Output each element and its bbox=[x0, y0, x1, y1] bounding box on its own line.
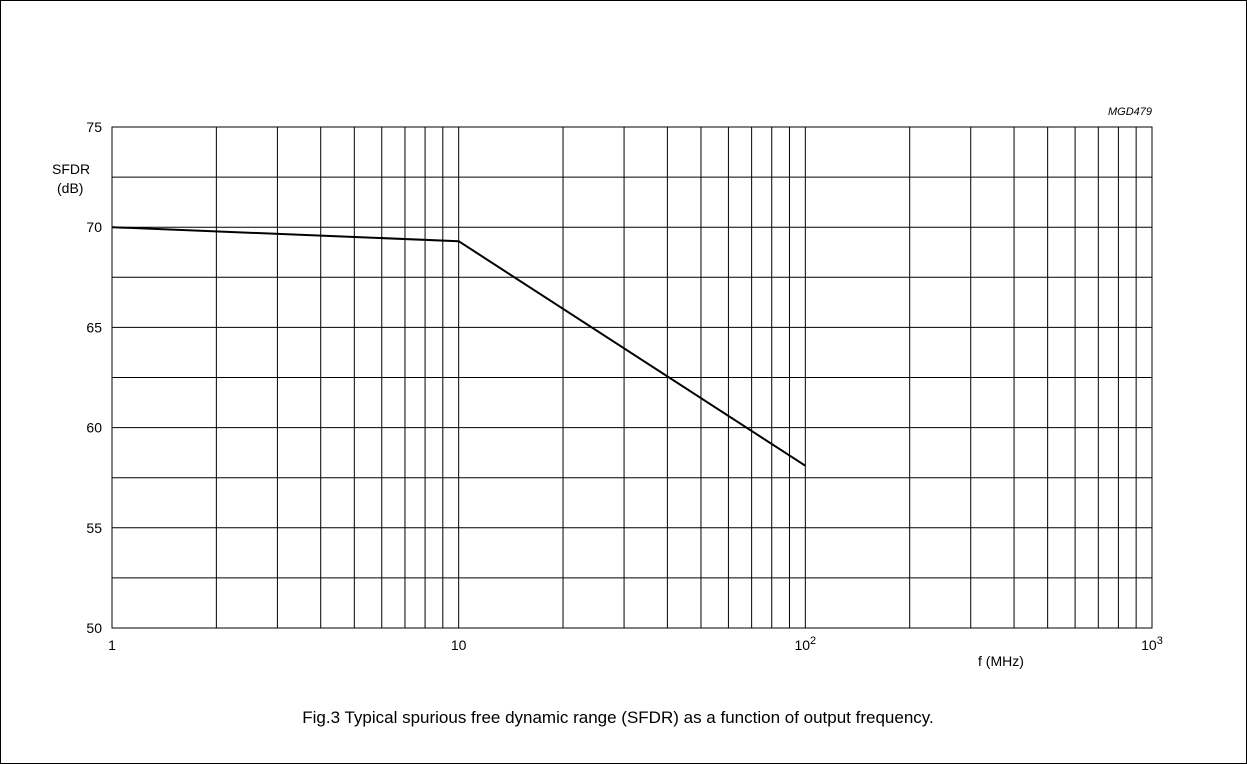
y-tick-label: 70 bbox=[86, 219, 102, 235]
x-tick-exponent: 2 bbox=[810, 635, 816, 647]
y-axis-label-line2: (dB) bbox=[57, 180, 83, 196]
series-lines bbox=[111, 226, 806, 467]
figure-caption: Fig.3 Typical spurious free dynamic rang… bbox=[302, 708, 934, 727]
y-axis-label-line1: SFDR bbox=[52, 161, 90, 177]
x-tick-label: 1 bbox=[108, 637, 116, 653]
x-tick-exponent: 3 bbox=[1157, 635, 1163, 647]
y-tick-label: 50 bbox=[86, 620, 102, 636]
y-tick-label: 75 bbox=[86, 119, 102, 135]
plot-border bbox=[111, 126, 1153, 629]
y-tick-label: 55 bbox=[86, 520, 102, 536]
x-tick-label: 10 bbox=[451, 637, 467, 653]
y-axis-ticks: 50 55 60 65 70 75 bbox=[86, 119, 102, 636]
sfdr-line bbox=[111, 226, 806, 467]
figure-code: MGD479 bbox=[1108, 106, 1152, 118]
x-tick-label: 102 bbox=[794, 635, 816, 653]
grid bbox=[112, 127, 1152, 628]
y-tick-label: 65 bbox=[86, 319, 102, 335]
x-axis-label: f (MHz) bbox=[978, 653, 1024, 669]
x-axis-ticks: 1 10 102 103 bbox=[108, 635, 1163, 653]
x-tick-label: 103 bbox=[1141, 635, 1163, 653]
y-tick-label: 60 bbox=[86, 420, 102, 436]
